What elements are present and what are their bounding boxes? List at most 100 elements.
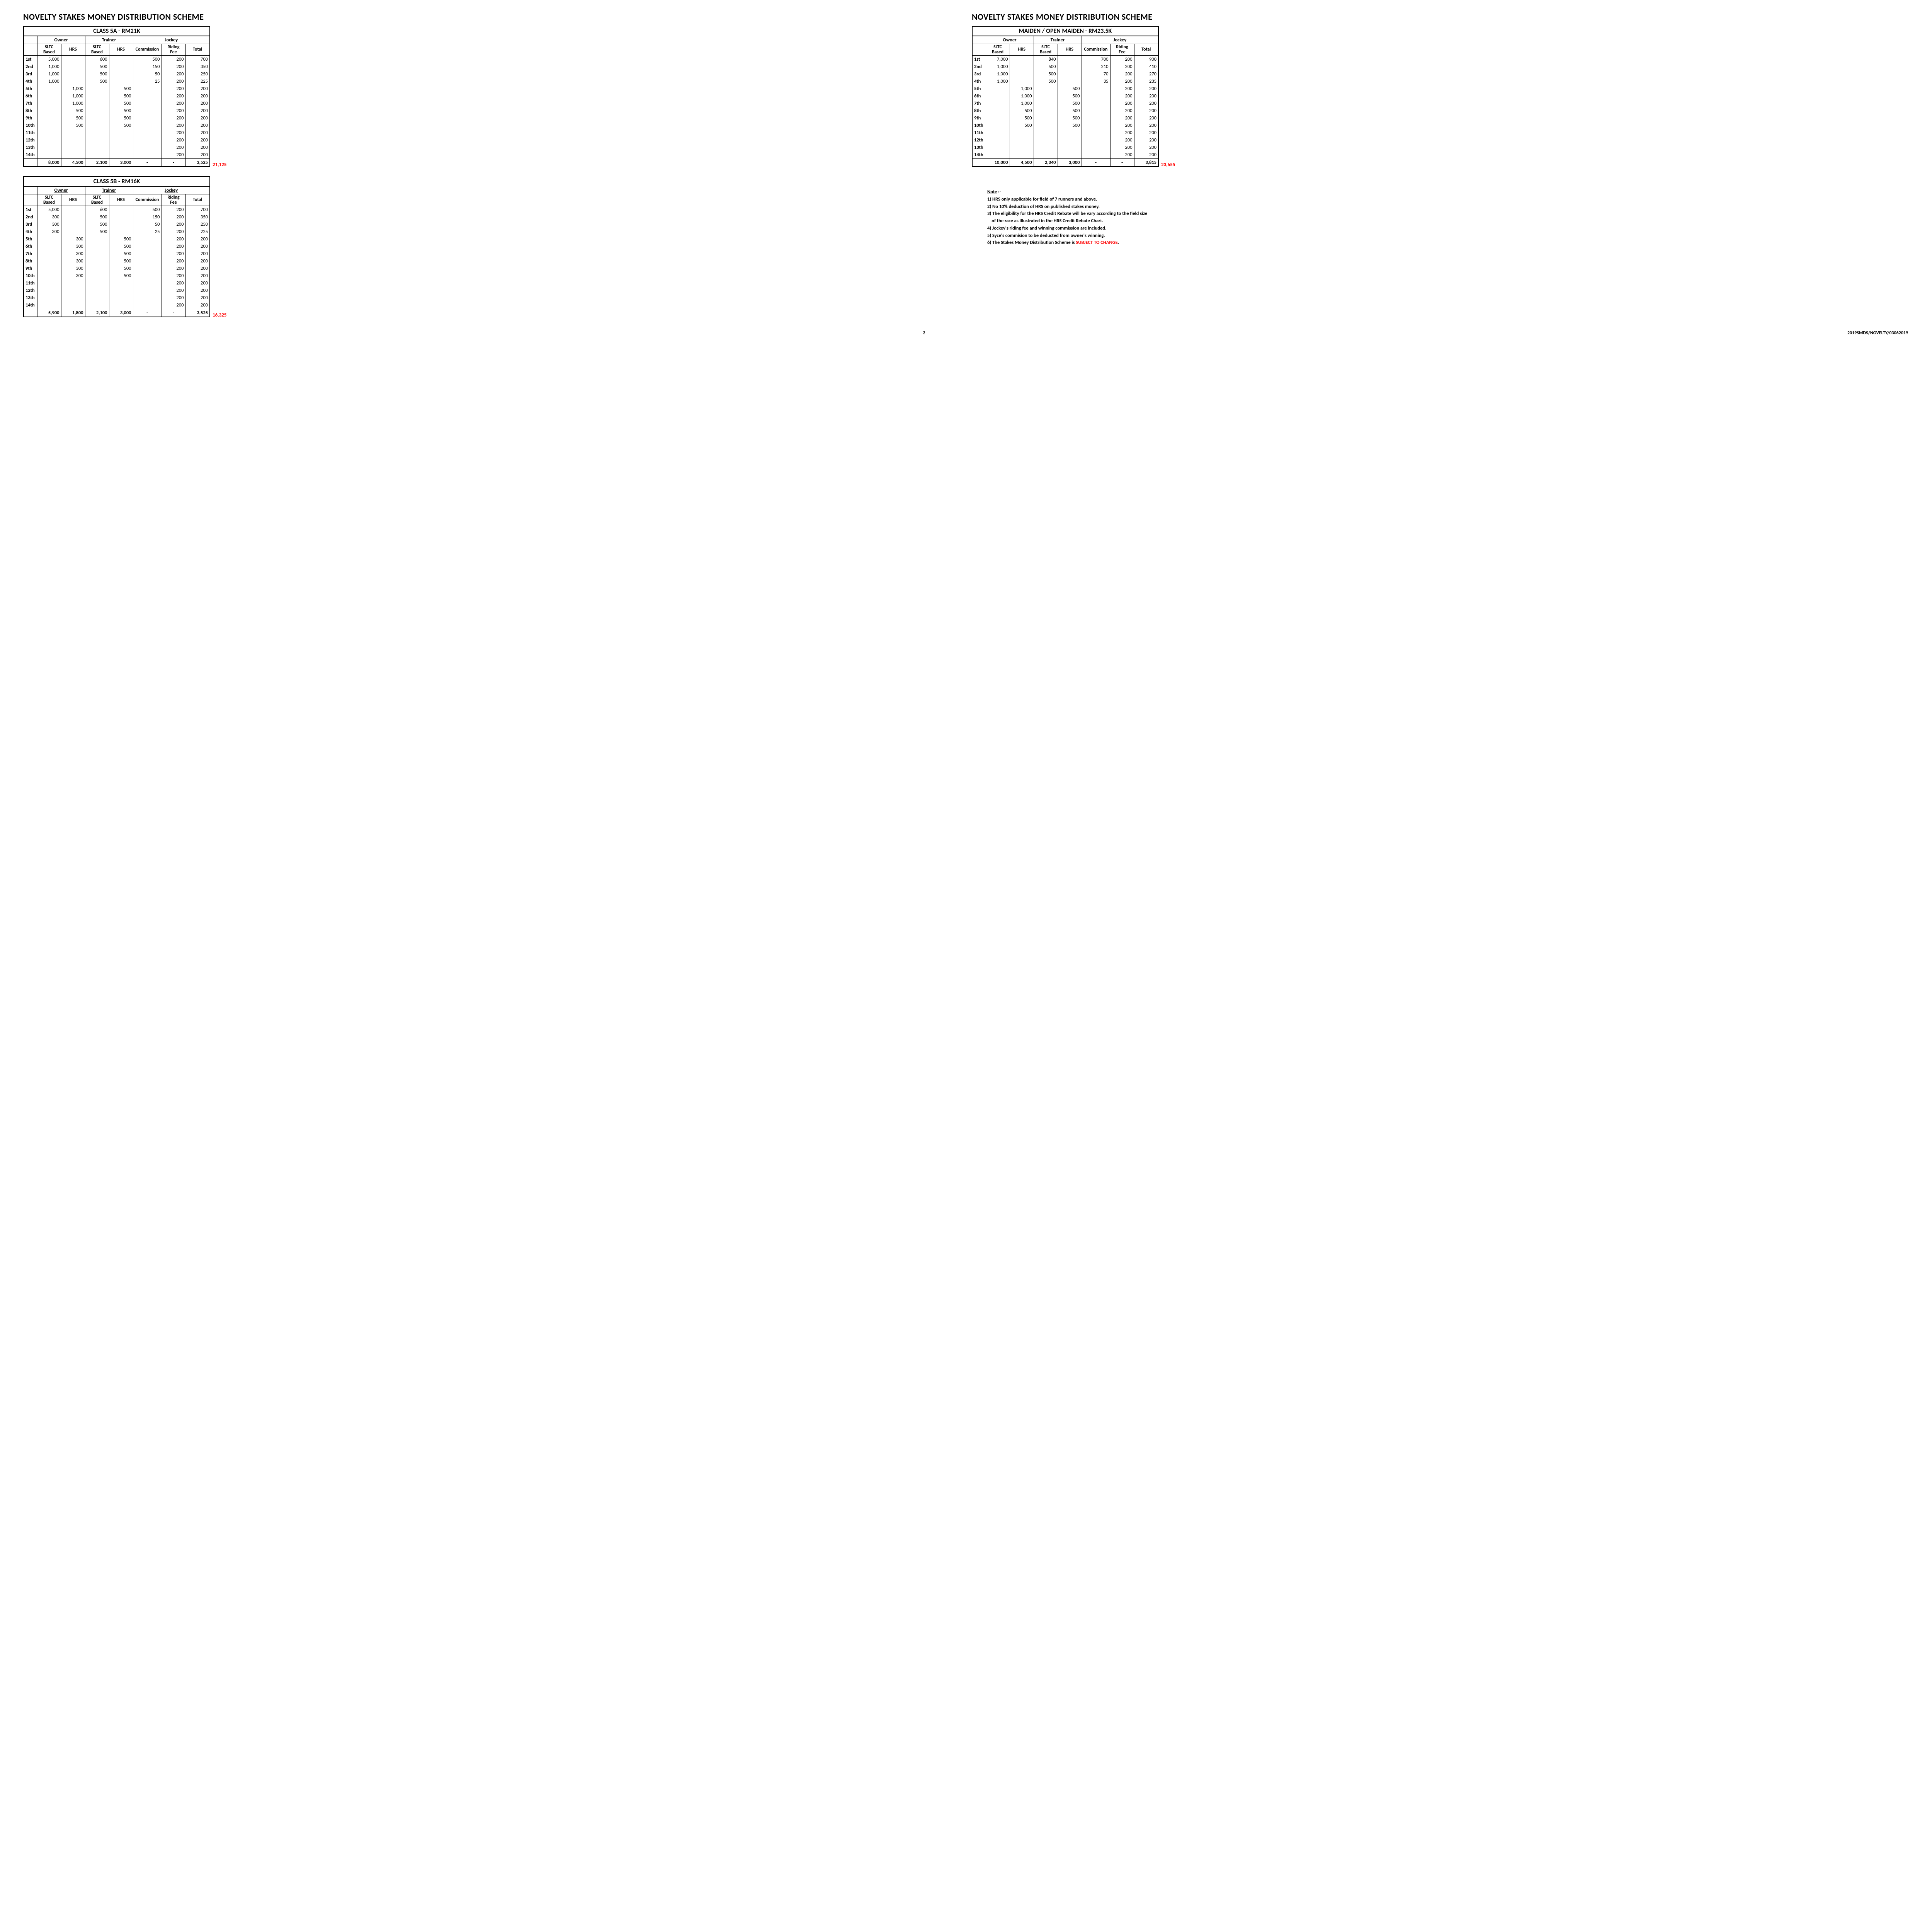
riding-fee-cell: 200 xyxy=(162,136,185,144)
owner-hrs-cell: 500 xyxy=(1010,114,1034,122)
trainer-sltc-cell: 500 xyxy=(1034,70,1058,78)
notes-line-1: 1) HRS only applicable for field of 7 ru… xyxy=(987,196,1909,203)
owner-hrs-cell xyxy=(61,136,85,144)
table-row: 13th200200 xyxy=(973,144,1158,151)
riding-fee-cell: 200 xyxy=(1110,122,1134,129)
trainer-sltc-cell xyxy=(1034,144,1058,151)
trainer-hrs-cell: 500 xyxy=(109,235,133,243)
total-cell: 250 xyxy=(185,221,209,228)
owner-hrs-cell xyxy=(1010,63,1034,70)
totals-row: 5,9001,8002,1003,000--3,525 xyxy=(24,309,209,317)
trainer-sltc-cell xyxy=(85,92,109,100)
owner-hrs-cell xyxy=(1010,129,1034,136)
commission-cell xyxy=(133,301,162,309)
commission-cell xyxy=(133,129,162,136)
commission-cell xyxy=(1082,100,1110,107)
commission-cell xyxy=(133,250,162,257)
notes-line-3: 3) The eligibility for the HRS Credit Re… xyxy=(987,210,1909,218)
col-trainer-sltc: SLTCBased xyxy=(85,194,109,206)
trainer-sltc-cell xyxy=(1034,122,1058,129)
position-cell: 12th xyxy=(973,136,986,144)
position-cell: 12th xyxy=(24,136,37,144)
owner-hrs-cell xyxy=(61,78,85,85)
trainer-hrs-cell xyxy=(109,206,133,214)
total-cell: 350 xyxy=(185,63,209,70)
riding-fee-cell: 200 xyxy=(162,228,185,235)
position-cell: 13th xyxy=(24,294,37,301)
col-total: Total xyxy=(1134,44,1158,56)
commission-cell xyxy=(133,114,162,122)
riding-fee-cell: 200 xyxy=(162,56,185,63)
trainer-sltc-cell xyxy=(85,129,109,136)
commission-cell: 700 xyxy=(1082,56,1110,63)
riding-fee-cell: 200 xyxy=(162,301,185,309)
position-cell: 10th xyxy=(24,272,37,279)
total-cell: 700 xyxy=(185,56,209,63)
owner-sltc-cell xyxy=(37,235,61,243)
commission-cell: 500 xyxy=(133,56,162,63)
totals-riding-fee: - xyxy=(162,159,185,167)
position-cell: 3rd xyxy=(973,70,986,78)
commission-cell: 70 xyxy=(1082,70,1110,78)
trainer-sltc-cell: 500 xyxy=(85,228,109,235)
owner-sltc-cell xyxy=(37,287,61,294)
trainer-hrs-cell xyxy=(109,221,133,228)
owner-sltc-cell xyxy=(986,85,1010,92)
commission-cell xyxy=(133,107,162,114)
position-cell: 6th xyxy=(973,92,986,100)
trainer-hrs-cell xyxy=(1058,63,1082,70)
trainer-hrs-cell xyxy=(109,56,133,63)
total-cell: 200 xyxy=(185,129,209,136)
owner-sltc-cell: 300 xyxy=(37,213,61,221)
riding-fee-cell: 200 xyxy=(162,206,185,214)
owner-sltc-cell xyxy=(37,272,61,279)
table-row: 2nd1,000500210200410 xyxy=(973,63,1158,70)
col-trainer-hrs: HRS xyxy=(109,194,133,206)
owner-hrs-cell xyxy=(61,151,85,159)
totals-commission: - xyxy=(133,159,162,167)
trainer-hrs-cell xyxy=(1058,129,1082,136)
trainer-hrs-cell xyxy=(109,213,133,221)
riding-fee-cell: 200 xyxy=(1110,100,1134,107)
trainer-hrs-cell: 500 xyxy=(109,257,133,265)
position-cell: 14th xyxy=(24,151,37,159)
owner-sltc-cell xyxy=(986,136,1010,144)
trainer-sltc-cell: 500 xyxy=(85,213,109,221)
owner-group-header: Owner xyxy=(986,36,1034,44)
table-row: 5th1,000500200200 xyxy=(24,85,209,92)
owner-hrs-cell xyxy=(1010,70,1034,78)
riding-fee-cell: 200 xyxy=(1110,56,1134,63)
table-row: 9th300500200200 xyxy=(24,265,209,272)
trainer-group-header: Trainer xyxy=(1034,36,1082,44)
riding-fee-cell: 200 xyxy=(162,85,185,92)
left-column: NOVELTY STAKES MONEY DISTRIBUTION SCHEME… xyxy=(23,12,960,327)
owner-sltc-cell xyxy=(986,92,1010,100)
trainer-sltc-cell: 500 xyxy=(85,63,109,70)
owner-hrs-cell: 500 xyxy=(1010,122,1034,129)
trainer-hrs-cell: 500 xyxy=(1058,92,1082,100)
trainer-hrs-cell: 500 xyxy=(109,265,133,272)
owner-sltc-cell: 5,000 xyxy=(37,206,61,214)
riding-fee-cell: 200 xyxy=(1110,129,1134,136)
trainer-hrs-cell xyxy=(1058,70,1082,78)
total-cell: 200 xyxy=(185,235,209,243)
owner-sltc-cell: 300 xyxy=(37,221,61,228)
right-column: NOVELTY STAKES MONEY DISTRIBUTION SCHEME… xyxy=(972,12,1909,327)
riding-fee-cell: 200 xyxy=(162,114,185,122)
col-owner-sltc: SLTCBased xyxy=(986,44,1010,56)
col-owner-sltc: SLTCBased xyxy=(37,44,61,56)
owner-sltc-cell xyxy=(37,107,61,114)
class5b-block: CLASS 5B - RM16KOwnerTrainerJockeySLTCBa… xyxy=(23,176,960,320)
owner-hrs-cell xyxy=(61,221,85,228)
class5a-table-wrap: CLASS 5A - RM21KOwnerTrainerJockeySLTCBa… xyxy=(23,26,210,167)
trainer-sltc-cell: 500 xyxy=(85,78,109,85)
total-cell: 200 xyxy=(185,92,209,100)
owner-hrs-cell: 300 xyxy=(61,265,85,272)
maiden-table: MAIDEN / OPEN MAIDEN - RM23.5KOwnerTrain… xyxy=(973,27,1158,166)
table-row: 13th200200 xyxy=(24,144,209,151)
table-row: 3rd1,00050070200270 xyxy=(973,70,1158,78)
trainer-sltc-cell xyxy=(85,107,109,114)
position-cell: 1st xyxy=(24,206,37,214)
owner-hrs-cell: 1,000 xyxy=(61,100,85,107)
maiden-table-wrap: MAIDEN / OPEN MAIDEN - RM23.5KOwnerTrain… xyxy=(972,26,1159,167)
